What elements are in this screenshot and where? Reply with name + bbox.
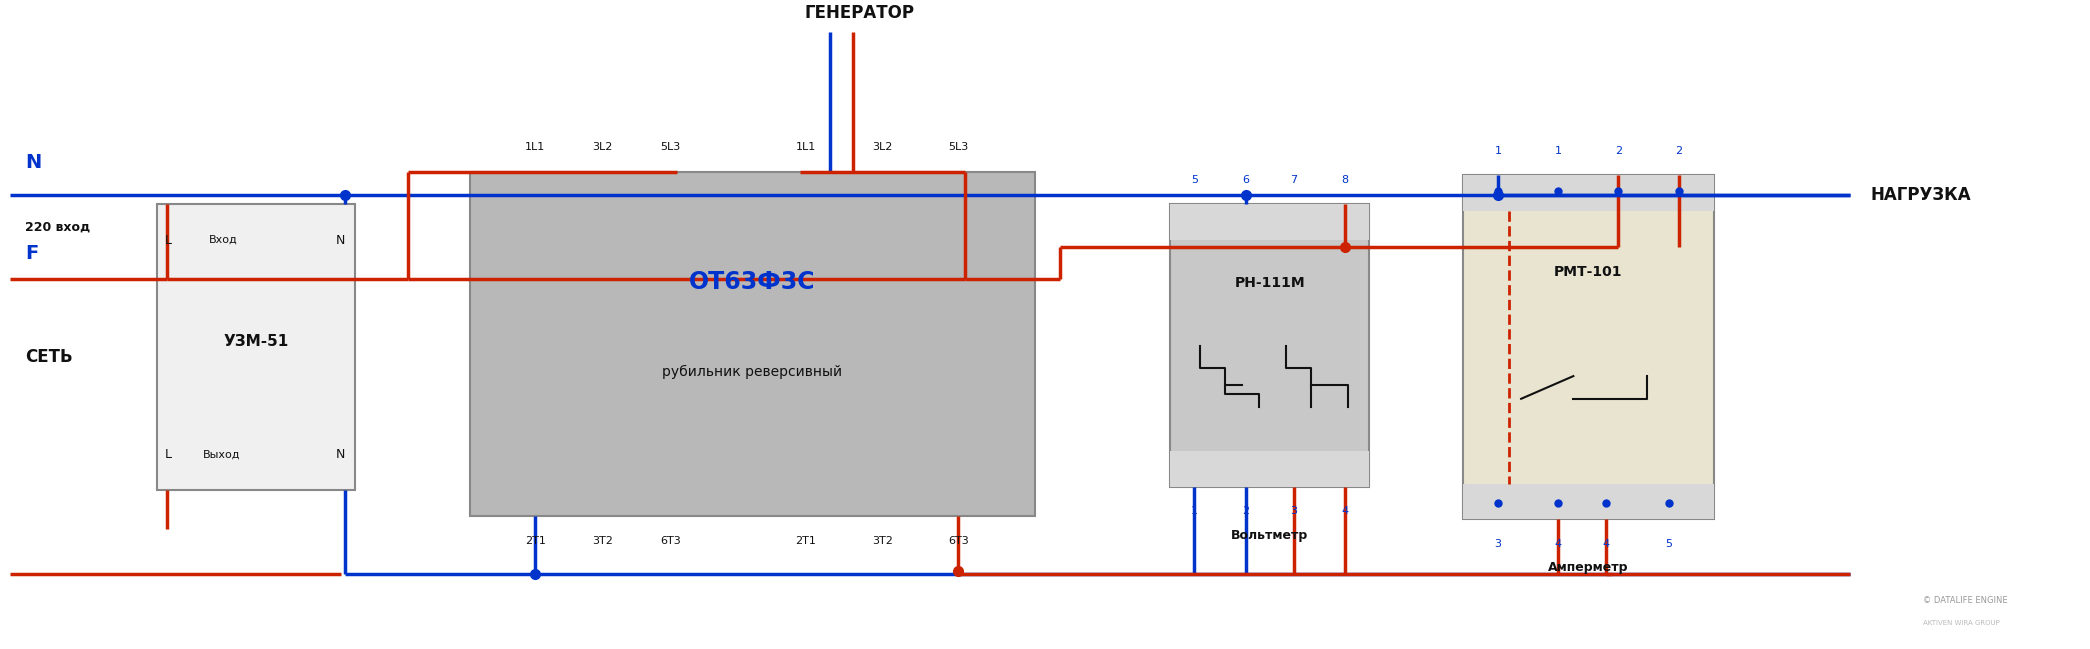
Text: AKTIVEN WIRA GROUP: AKTIVEN WIRA GROUP (1923, 620, 2000, 626)
Text: F: F (25, 243, 38, 263)
Text: УЗМ-51: УЗМ-51 (224, 334, 288, 349)
Bar (1463, 175, 1714, 211)
Bar (1463, 175, 1714, 519)
Text: 5: 5 (1191, 175, 1198, 185)
Bar (1463, 484, 1714, 519)
Text: 4: 4 (1342, 506, 1348, 517)
Text: ОТ63Ф3С: ОТ63Ф3С (690, 270, 815, 294)
Text: © DATALIFE ENGINE: © DATALIFE ENGINE (1923, 596, 2006, 605)
Bar (1170, 451, 1369, 487)
Text: 2T1: 2T1 (525, 535, 545, 546)
Bar (1170, 204, 1369, 240)
Text: 6T3: 6T3 (949, 535, 970, 546)
Text: 2: 2 (1616, 145, 1622, 156)
Text: Вольтметр: Вольтметр (1231, 529, 1308, 542)
Text: 7: 7 (1290, 175, 1298, 185)
Text: 3T2: 3T2 (872, 535, 892, 546)
Text: 8: 8 (1342, 175, 1348, 185)
Text: 4: 4 (1555, 539, 1561, 549)
Text: 1L1: 1L1 (796, 142, 815, 153)
Text: 1: 1 (1191, 506, 1198, 517)
Text: СЕТЬ: СЕТЬ (25, 348, 73, 366)
Text: Амперметр: Амперметр (1549, 561, 1628, 574)
Text: рубильник реверсивный: рубильник реверсивный (663, 365, 842, 378)
Text: 5: 5 (1666, 539, 1672, 549)
Text: 2T1: 2T1 (796, 535, 817, 546)
Text: 5L3: 5L3 (949, 142, 968, 153)
Text: РМТ-101: РМТ-101 (1555, 265, 1622, 278)
Bar (470, 172, 1035, 516)
Text: 220 вход: 220 вход (25, 221, 90, 234)
Text: 3T2: 3T2 (591, 535, 612, 546)
Text: РН-111М: РН-111М (1235, 276, 1304, 291)
Text: 3: 3 (1290, 506, 1298, 517)
Text: L: L (165, 448, 171, 461)
Text: 1: 1 (1555, 145, 1561, 156)
Text: НАГРУЗКА: НАГРУЗКА (1871, 186, 1971, 204)
Text: ГЕНЕРАТОР: ГЕНЕРАТОР (805, 4, 915, 22)
Text: L: L (165, 234, 171, 247)
Text: 2: 2 (1674, 145, 1682, 156)
Text: 1L1: 1L1 (525, 142, 545, 153)
Text: Выход: Выход (203, 449, 240, 459)
Text: 5L3: 5L3 (660, 142, 681, 153)
Text: N: N (25, 153, 42, 172)
Text: 1: 1 (1494, 145, 1501, 156)
Bar (1170, 204, 1369, 487)
Text: 2: 2 (1241, 506, 1250, 517)
Text: 6: 6 (1241, 175, 1250, 185)
Text: 6T3: 6T3 (660, 535, 681, 546)
Text: 3L2: 3L2 (872, 142, 892, 153)
Text: 4: 4 (1603, 539, 1609, 549)
Text: N: N (336, 448, 345, 461)
Text: 3L2: 3L2 (594, 142, 612, 153)
Bar (157, 204, 355, 490)
Text: Вход: Вход (209, 235, 238, 245)
Text: N: N (336, 234, 345, 247)
Text: 3: 3 (1494, 539, 1501, 549)
